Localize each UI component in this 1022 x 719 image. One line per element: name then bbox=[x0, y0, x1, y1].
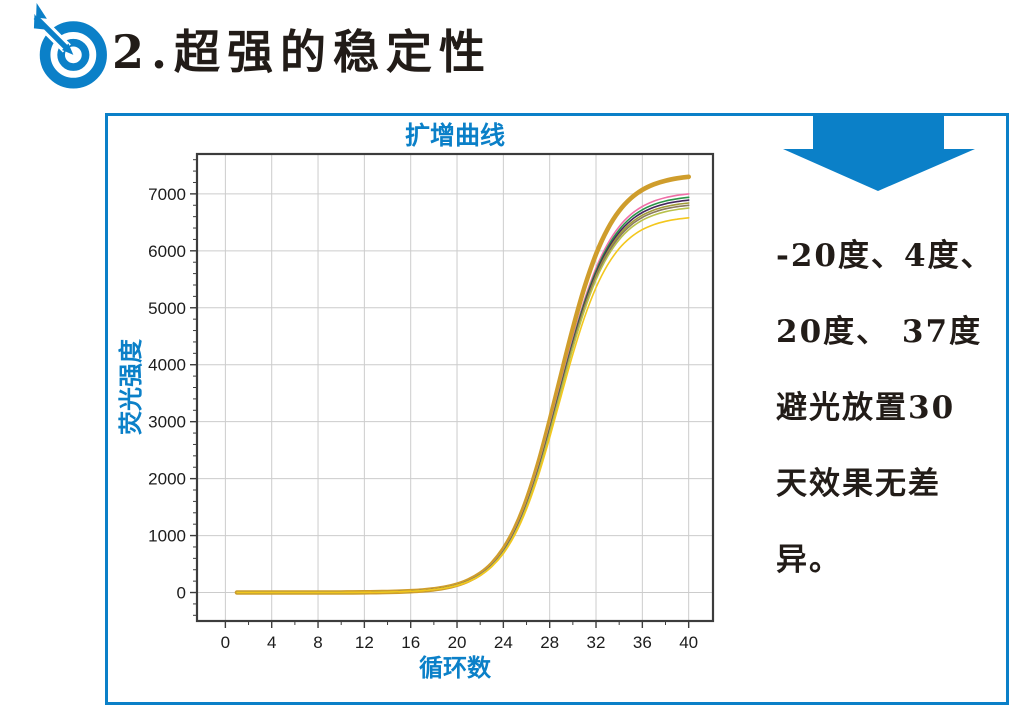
svg-text:12: 12 bbox=[355, 633, 374, 652]
annotation-line: 天效果无差 bbox=[776, 466, 941, 502]
annotation-text: -20度、4度、 20度、 37度 避光放置30 天效果无差 异。 bbox=[776, 218, 1018, 598]
svg-text:28: 28 bbox=[540, 633, 559, 652]
chart-title: 扩增曲线 bbox=[405, 121, 505, 150]
page-title: 2.超强的稳定性 bbox=[112, 25, 493, 79]
annotation-line: 避光放置30 bbox=[776, 390, 956, 426]
chart-grid bbox=[197, 154, 713, 621]
svg-text:8: 8 bbox=[313, 633, 322, 652]
svg-text:5000: 5000 bbox=[148, 299, 186, 318]
curve-7 bbox=[236, 207, 690, 594]
svg-text:20: 20 bbox=[448, 633, 467, 652]
svg-text:3000: 3000 bbox=[148, 413, 186, 432]
svg-text:6000: 6000 bbox=[148, 242, 186, 261]
target-rings bbox=[39, 21, 107, 89]
content-panel: 扩增曲线 0 4 8 12 16 20 24 28 32 36 40 0 1000 2000 3000 400… bbox=[105, 113, 1009, 705]
dart-icon bbox=[29, 3, 74, 55]
svg-text:32: 32 bbox=[587, 633, 606, 652]
chart-series bbox=[234, 174, 691, 595]
chart-tick-labels: 0 4 8 12 16 20 24 28 32 36 40 0 1000 2000 3000 4000 5000… bbox=[148, 185, 698, 652]
curve-1 bbox=[234, 174, 691, 595]
annotation-line: 异。 bbox=[776, 542, 842, 578]
svg-text:7000: 7000 bbox=[148, 185, 186, 204]
x-axis-title: 循环数 bbox=[419, 653, 492, 682]
svg-text:4000: 4000 bbox=[148, 356, 186, 375]
curve-6 bbox=[236, 204, 690, 594]
down-arrow-icon bbox=[783, 113, 975, 191]
svg-text:16: 16 bbox=[401, 633, 420, 652]
chart-axis-ticks bbox=[190, 159, 690, 628]
svg-text:24: 24 bbox=[494, 633, 513, 652]
chart-frame bbox=[195, 152, 715, 623]
curve-4 bbox=[236, 199, 690, 594]
svg-text:1000: 1000 bbox=[148, 527, 186, 546]
curve-5 bbox=[236, 202, 690, 594]
svg-text:36: 36 bbox=[633, 633, 652, 652]
svg-text:2000: 2000 bbox=[148, 470, 186, 489]
curve-2 bbox=[236, 193, 690, 594]
svg-text:40: 40 bbox=[679, 633, 698, 652]
annotation-line: 20度、 37度 bbox=[776, 314, 983, 350]
curve-3 bbox=[236, 196, 690, 594]
svg-text:4: 4 bbox=[267, 633, 276, 652]
curve-8 bbox=[236, 217, 690, 594]
svg-text:0: 0 bbox=[177, 584, 186, 603]
target-dart-logo-icon bbox=[29, 3, 107, 89]
annotation-line: -20度、4度、 bbox=[776, 238, 994, 274]
amplification-chart: 扩增曲线 0 4 8 12 16 20 24 28 32 36 40 0 1000 2000 3000 400… bbox=[116, 121, 715, 682]
y-axis-title: 荧光强度 bbox=[116, 338, 145, 435]
svg-text:0: 0 bbox=[221, 633, 230, 652]
